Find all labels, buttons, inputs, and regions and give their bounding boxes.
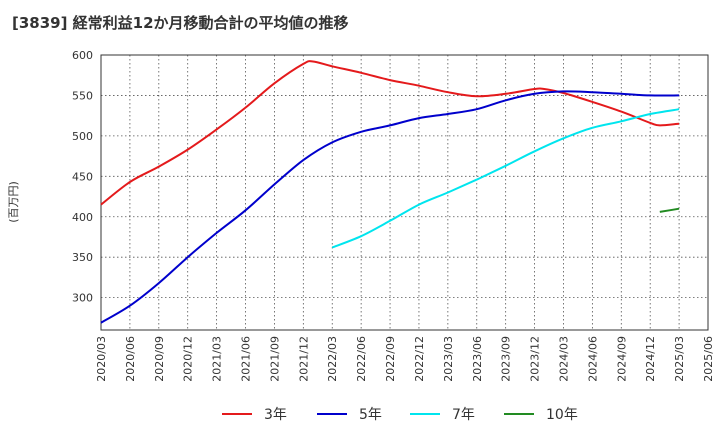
x-tick-label: 2025/03 (673, 336, 686, 382)
x-tick-label: 2023/06 (471, 336, 484, 382)
x-tick-label: 2021/06 (240, 336, 253, 382)
x-tick-label: 2024/06 (586, 336, 599, 382)
x-tick-label: 2021/03 (211, 336, 224, 382)
x-tick-label: 2024/09 (615, 336, 628, 382)
y-tick-label: 350 (72, 251, 93, 264)
x-tick-label: 2021/09 (268, 336, 281, 382)
legend: 3年 5年 7年 10年 (222, 407, 578, 423)
y-axis-ticks: 300 350 400 450 500 550 600 (72, 49, 93, 305)
x-tick-label: 2024/03 (557, 336, 570, 382)
x-tick-label: 2020/09 (153, 336, 166, 382)
x-tick-label: 2025/06 (702, 336, 715, 382)
series-line-10年 (659, 207, 680, 213)
x-tick-label: 2020/12 (182, 336, 195, 382)
chart-title: [3839] 経常利益12か月移動合計の平均値の推移 (12, 14, 349, 32)
y-tick-label: 400 (72, 211, 93, 224)
legend-label: 10年 (546, 407, 578, 423)
y-tick-label: 600 (72, 49, 93, 62)
plot-background (101, 55, 708, 330)
y-axis-label: (百万円) (7, 181, 20, 223)
x-tick-label: 2022/09 (384, 336, 397, 382)
legend-label: 5年 (359, 407, 382, 423)
y-tick-label: 450 (72, 170, 93, 183)
x-tick-label: 2022/03 (326, 336, 339, 382)
legend-label: 7年 (452, 407, 475, 423)
x-tick-label: 2021/12 (297, 336, 310, 382)
y-tick-label: 300 (72, 292, 93, 305)
x-tick-label: 2023/03 (442, 336, 455, 382)
plot-frame (100, 54, 709, 331)
y-tick-label: 550 (72, 89, 93, 102)
legend-label: 3年 (264, 407, 287, 423)
x-tick-label: 2020/03 (95, 336, 108, 382)
x-axis-ticks: 2020/03 2020/06 2020/09 2020/12 2021/03 2021/… (95, 336, 715, 382)
series-line-3年 (100, 60, 680, 206)
grid-lines (100, 54, 709, 330)
series-line-7年 (331, 108, 680, 249)
series-layer (100, 60, 680, 324)
x-tick-label: 2024/12 (644, 336, 657, 382)
x-tick-label: 2023/09 (500, 336, 513, 382)
x-tick-label: 2023/12 (529, 336, 542, 382)
x-tick-label: 2022/06 (355, 336, 368, 382)
x-tick-label: 2020/06 (124, 336, 137, 382)
y-tick-label: 500 (72, 130, 93, 143)
x-tick-label: 2022/12 (413, 336, 426, 382)
series-line-5年 (100, 90, 680, 324)
